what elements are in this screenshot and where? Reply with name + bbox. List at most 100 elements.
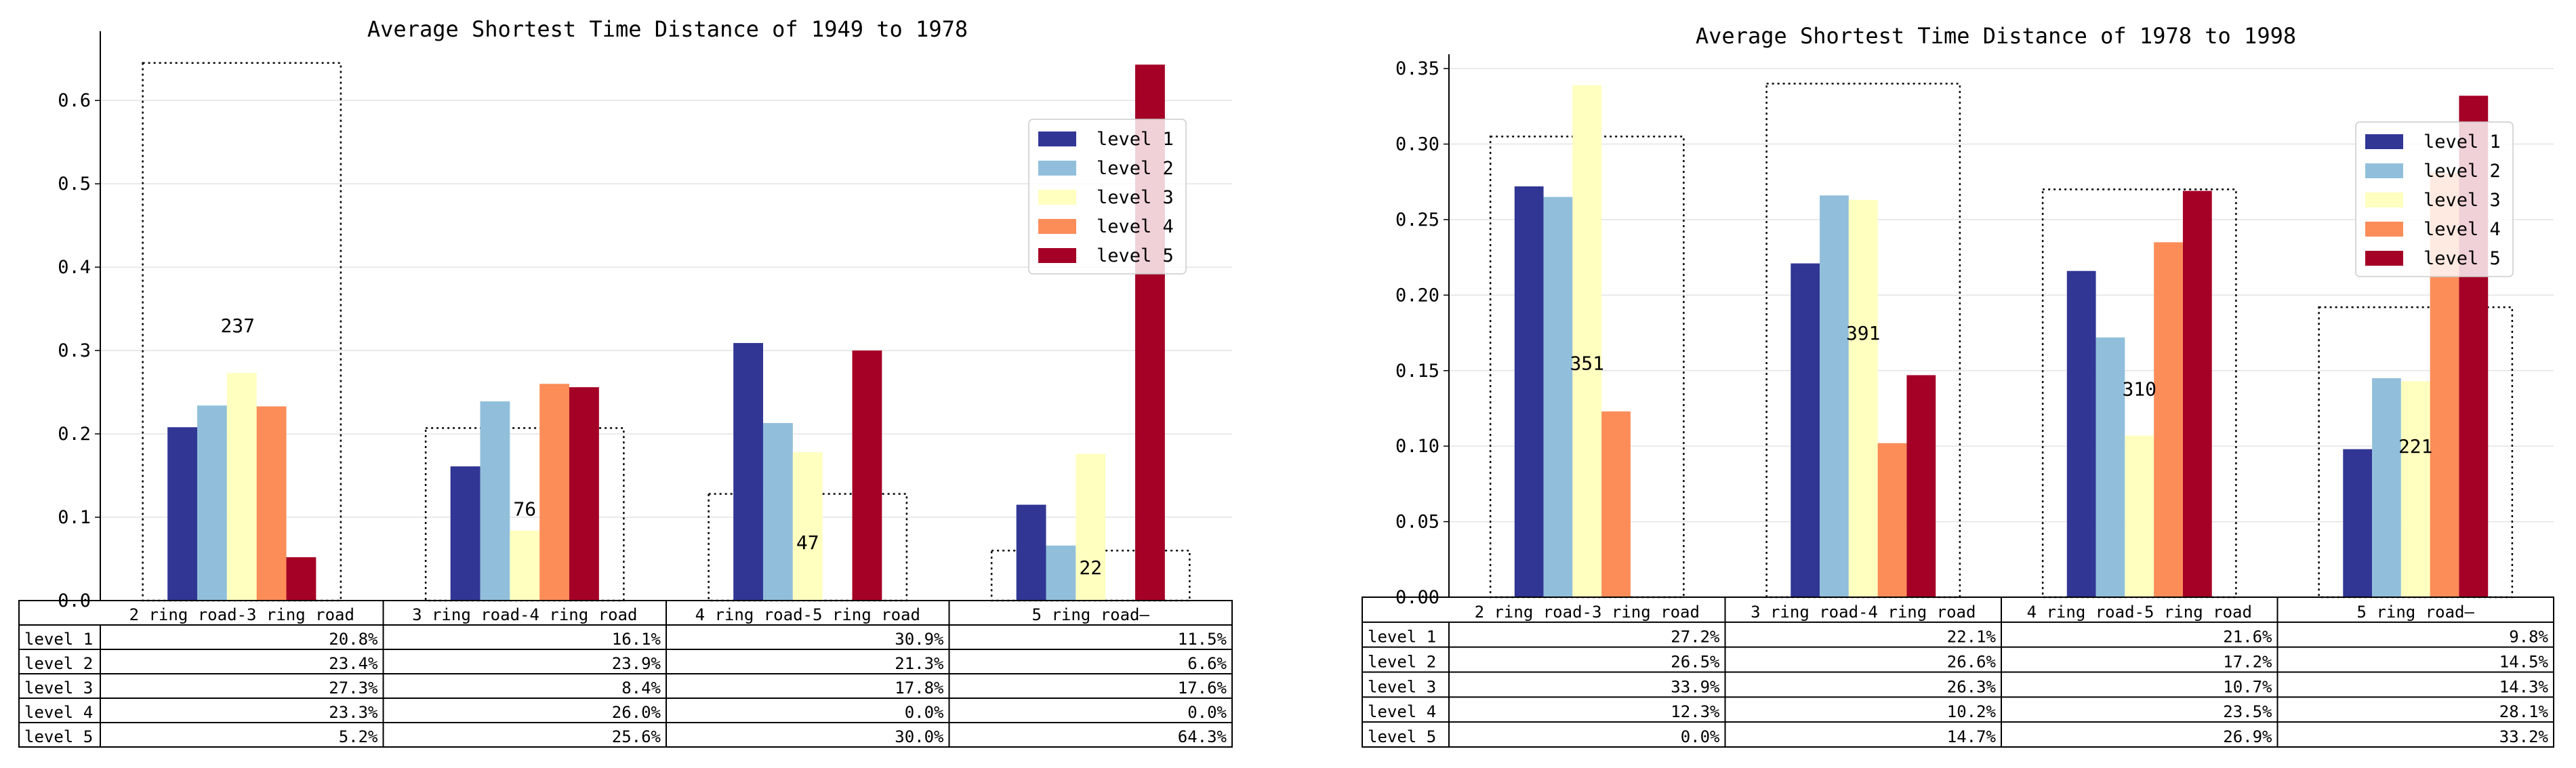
bar-level-1 bbox=[2343, 449, 2373, 597]
bar-level-2 bbox=[1543, 197, 1573, 597]
y-tick-label: 0.2 bbox=[58, 424, 91, 445]
bar-level-2 bbox=[480, 401, 510, 601]
table-cell: 26.3% bbox=[1947, 677, 1997, 696]
bar-level-2 bbox=[197, 405, 227, 601]
x-tick-label: 3 ring road-4 ring road bbox=[412, 605, 637, 624]
table-cell: 33.9% bbox=[1671, 677, 1720, 696]
y-tick-label: 0.10 bbox=[1395, 436, 1439, 457]
table-cell: 30.9% bbox=[895, 630, 944, 649]
table-row-label: level 4 bbox=[24, 703, 93, 722]
y-tick-label: 0.15 bbox=[1395, 361, 1439, 382]
table-cell: 28.1% bbox=[2499, 702, 2549, 721]
table-cell: 30.0% bbox=[895, 727, 944, 746]
table-cell: 25.6% bbox=[612, 727, 661, 746]
table-cell: 21.3% bbox=[895, 654, 944, 673]
y-tick-label: 0.35 bbox=[1395, 58, 1439, 79]
table-cell: 6.6% bbox=[1187, 654, 1227, 673]
table-cell: 23.4% bbox=[329, 654, 378, 673]
legend-swatch bbox=[1038, 248, 1076, 263]
count-label: 221 bbox=[2398, 435, 2433, 458]
bar-level-3 bbox=[1076, 453, 1106, 601]
legend-swatch bbox=[1038, 219, 1076, 234]
table-row-label: level 3 bbox=[24, 679, 93, 698]
legend-swatch bbox=[2365, 193, 2403, 207]
table-cell: 14.7% bbox=[1947, 727, 1997, 746]
legend-swatch bbox=[2365, 251, 2403, 266]
table-cell: 16.1% bbox=[612, 630, 661, 649]
y-tick-label: 0.05 bbox=[1395, 512, 1439, 533]
count-box bbox=[2041, 188, 2237, 599]
table-cell: 23.9% bbox=[612, 654, 661, 673]
legend-label: level 4 bbox=[1097, 216, 1174, 237]
bar-level-1 bbox=[2066, 270, 2096, 597]
bar-level-1 bbox=[1514, 186, 1544, 598]
table-cell: 64.3% bbox=[1178, 727, 1227, 746]
x-tick-label: 2 ring road-3 ring road bbox=[1475, 603, 1700, 622]
y-tick-label: 0.1 bbox=[58, 507, 91, 528]
table-cell: 8.4% bbox=[621, 679, 661, 698]
count-label: 391 bbox=[1846, 322, 1881, 344]
table-cell: 9.8% bbox=[2509, 628, 2548, 647]
count-box bbox=[1489, 136, 1685, 599]
bar-level-3 bbox=[792, 452, 823, 601]
legend-swatch bbox=[2365, 163, 2403, 178]
bar-level-5 bbox=[852, 350, 882, 601]
y-tick-label: 0.6 bbox=[58, 90, 91, 111]
table-cell: 33.2% bbox=[2499, 727, 2549, 746]
count-label: 351 bbox=[1570, 352, 1604, 375]
bar-level-1 bbox=[167, 427, 197, 601]
bar-level-5 bbox=[1906, 375, 1936, 597]
legend-label: level 5 bbox=[1097, 245, 1174, 266]
table-cell: 10.7% bbox=[2223, 677, 2272, 696]
count-label: 22 bbox=[1079, 557, 1102, 579]
bar-level-2 bbox=[1820, 195, 1849, 598]
bar-level-4 bbox=[256, 406, 287, 601]
bar-level-1 bbox=[1016, 504, 1046, 601]
legend-label: level 3 bbox=[1097, 187, 1174, 208]
table-cell: 22.1% bbox=[1947, 628, 1997, 647]
y-tick-label: 0.3 bbox=[58, 340, 91, 361]
legend-label: level 1 bbox=[2424, 132, 2501, 153]
legend-label: level 3 bbox=[2424, 190, 2501, 211]
chart-1949-1978: Average Shortest Time Distance of 1949 t… bbox=[18, 16, 1233, 748]
legend-label: level 1 bbox=[1097, 129, 1174, 150]
bar-level-3 bbox=[1572, 85, 1602, 598]
bar-level-2 bbox=[1046, 545, 1076, 601]
table-cell: 27.2% bbox=[1671, 628, 1720, 647]
table-row-label: level 1 bbox=[1368, 628, 1436, 647]
table-cell: 20.8% bbox=[329, 630, 378, 649]
table-cell: 26.5% bbox=[1671, 653, 1720, 672]
x-tick-label: 5 ring road— bbox=[2357, 603, 2475, 622]
y-tick-label: 0.30 bbox=[1395, 134, 1439, 155]
y-tick-label: 0.4 bbox=[58, 257, 91, 278]
table-cell: 23.5% bbox=[2223, 702, 2272, 721]
table-row-label: level 2 bbox=[24, 654, 93, 673]
chart-title: Average Shortest Time Distance of 1978 t… bbox=[1696, 23, 2296, 49]
table-row-label: level 5 bbox=[1368, 727, 1436, 746]
table-cell: 0.0% bbox=[905, 703, 944, 722]
bar-level-5 bbox=[2182, 190, 2212, 597]
x-tick-label: 4 ring road-5 ring road bbox=[2027, 603, 2252, 622]
bar-level-2 bbox=[2372, 378, 2401, 597]
table-cell: 26.0% bbox=[612, 703, 661, 722]
bar-level-3 bbox=[1848, 199, 1878, 597]
y-tick-label: 0.5 bbox=[58, 174, 91, 195]
table-cell: 12.3% bbox=[1671, 702, 1720, 721]
legend-swatch bbox=[1038, 190, 1076, 205]
legend-swatch bbox=[1038, 161, 1076, 176]
y-tick-label: 0.25 bbox=[1395, 209, 1439, 230]
table-cell: 11.5% bbox=[1178, 630, 1227, 649]
legend-label: level 2 bbox=[1097, 158, 1174, 179]
chart-1978-1998: Average Shortest Time Distance of 1978 t… bbox=[1362, 23, 2554, 748]
count-box bbox=[424, 427, 625, 602]
table-cell: 17.6% bbox=[1178, 679, 1227, 698]
x-tick-label: 4 ring road-5 ring road bbox=[695, 605, 920, 624]
legend-box bbox=[2355, 121, 2514, 277]
bar-level-3 bbox=[2400, 381, 2430, 597]
legend-swatch bbox=[2365, 134, 2403, 149]
table-row-label: level 3 bbox=[1368, 677, 1436, 696]
bar-level-3 bbox=[226, 373, 257, 601]
x-tick-label: 5 ring road— bbox=[1032, 605, 1150, 624]
table-cell: 17.2% bbox=[2223, 653, 2272, 672]
